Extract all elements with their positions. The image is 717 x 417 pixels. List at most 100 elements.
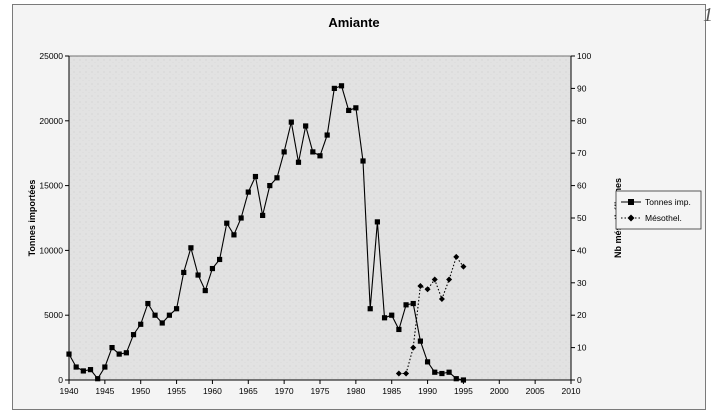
data-point-tonnes <box>317 153 323 159</box>
data-point-tonnes <box>288 119 294 125</box>
data-point-tonnes <box>432 369 438 375</box>
x-tick-label: 2005 <box>526 386 545 396</box>
data-point-tonnes <box>338 83 345 89</box>
data-point-tonnes <box>267 183 273 189</box>
x-tick-label: 1950 <box>131 386 150 396</box>
data-point-tonnes <box>66 351 72 357</box>
x-tick-label: 1960 <box>203 386 222 396</box>
data-point-tonnes <box>389 312 395 318</box>
y-right-tick-label: 80 <box>577 116 587 126</box>
data-point-tonnes <box>138 321 144 327</box>
series-layer <box>66 83 467 383</box>
y-left-tick-label: 25000 <box>39 51 63 61</box>
data-point-tonnes <box>310 149 316 155</box>
data-point-tonnes <box>195 272 201 278</box>
data-point-tonnes <box>453 376 459 382</box>
data-point-tonnes <box>295 159 302 165</box>
legend-marker-tonnes <box>628 199 634 205</box>
y-left-tick-label: 0 <box>58 375 63 385</box>
x-tick-label: 1940 <box>60 386 79 396</box>
data-point-tonnes <box>303 123 309 129</box>
data-point-tonnes <box>281 149 287 155</box>
data-point-tonnes <box>403 302 409 308</box>
x-tick-label: 1970 <box>275 386 294 396</box>
plot-area <box>68 55 572 381</box>
data-point-tonnes <box>202 287 208 294</box>
data-point-tonnes <box>145 300 151 307</box>
x-tick-label: 1990 <box>418 386 437 396</box>
y-left-axis-label: Tonnes importées <box>27 180 37 257</box>
data-point-tonnes <box>346 107 352 114</box>
axes-layer: 1940 1945 1950 1955 1960 1965 1970 1975 1980 1985… <box>39 51 591 396</box>
data-point-tonnes <box>209 265 216 272</box>
data-point-meso <box>446 276 453 283</box>
data-point-tonnes <box>123 350 129 356</box>
data-point-tonnes <box>460 377 467 383</box>
data-point-tonnes <box>116 351 122 357</box>
x-tick-label: 2000 <box>490 386 509 396</box>
data-point-tonnes <box>152 312 158 318</box>
y-left-tick-label: 10000 <box>39 245 63 255</box>
data-point-meso <box>424 286 431 293</box>
data-point-tonnes <box>446 369 452 375</box>
y-right-tick-label: 40 <box>577 245 587 255</box>
data-point-meso <box>438 296 445 302</box>
x-tick-label: 1975 <box>311 386 330 396</box>
data-point-tonnes <box>424 359 431 365</box>
data-point-tonnes <box>87 367 94 373</box>
data-point-meso <box>395 370 402 377</box>
data-point-meso <box>431 276 438 283</box>
data-point-tonnes <box>367 306 373 312</box>
y-left-tick-label: 20000 <box>39 116 63 126</box>
data-point-tonnes <box>439 370 445 377</box>
legend-label-meso: Mésothel. <box>645 213 682 223</box>
chart-title: Amiante <box>328 15 379 30</box>
data-point-tonnes <box>159 320 165 326</box>
legend: Tonnes imp. Mésothel. <box>615 190 702 230</box>
chart-frame: Amiante 1940 1945 1950 1955 1960 1965 1970 1975… <box>12 4 706 410</box>
data-point-tonnes <box>353 105 359 111</box>
y-right-tick-label: 20 <box>577 310 587 320</box>
series-line-meso <box>398 255 464 375</box>
y-right-tick-label: 60 <box>577 181 587 191</box>
legend-box <box>615 190 702 230</box>
data-point-tonnes <box>252 173 259 180</box>
x-tick-label: 1965 <box>239 386 258 396</box>
data-point-tonnes <box>166 312 172 318</box>
data-point-tonnes <box>224 220 230 226</box>
data-point-tonnes <box>102 364 108 370</box>
data-point-tonnes <box>181 269 187 276</box>
x-tick-label: 1985 <box>382 386 401 396</box>
y-right-tick-label: 30 <box>577 278 587 288</box>
y-left-tick-label: 15000 <box>39 181 63 191</box>
data-point-meso <box>410 344 417 351</box>
x-tick-label: 2010 <box>562 386 581 396</box>
data-point-tonnes <box>381 315 388 321</box>
y-right-tick-label: 0 <box>577 375 582 385</box>
data-point-tonnes <box>238 215 244 221</box>
data-point-tonnes <box>217 256 223 263</box>
data-point-tonnes <box>80 368 86 374</box>
data-point-tonnes <box>331 85 337 91</box>
data-point-tonnes <box>173 306 180 312</box>
data-point-tonnes <box>396 326 402 333</box>
x-tick-label: 1995 <box>454 386 473 396</box>
data-point-tonnes <box>245 189 251 195</box>
y-right-tick-label: 100 <box>577 51 591 61</box>
data-point-tonnes <box>410 300 416 307</box>
data-point-tonnes <box>188 245 194 251</box>
y-right-tick-label: 50 <box>577 213 587 223</box>
legend-marker-meso <box>627 214 635 222</box>
x-tick-label: 1945 <box>95 386 114 396</box>
y-right-tick-label: 10 <box>577 343 587 353</box>
data-point-meso <box>460 263 467 270</box>
data-point-tonnes <box>231 232 237 238</box>
y-right-tick-label: 90 <box>577 83 587 93</box>
data-point-tonnes <box>417 338 423 344</box>
x-tick-label: 1955 <box>167 386 186 396</box>
data-point-meso <box>417 283 424 290</box>
data-point-tonnes <box>324 132 330 138</box>
data-point-tonnes <box>260 212 266 219</box>
legend-label-tonnes: Tonnes imp. <box>645 197 691 207</box>
data-point-tonnes <box>130 332 137 338</box>
